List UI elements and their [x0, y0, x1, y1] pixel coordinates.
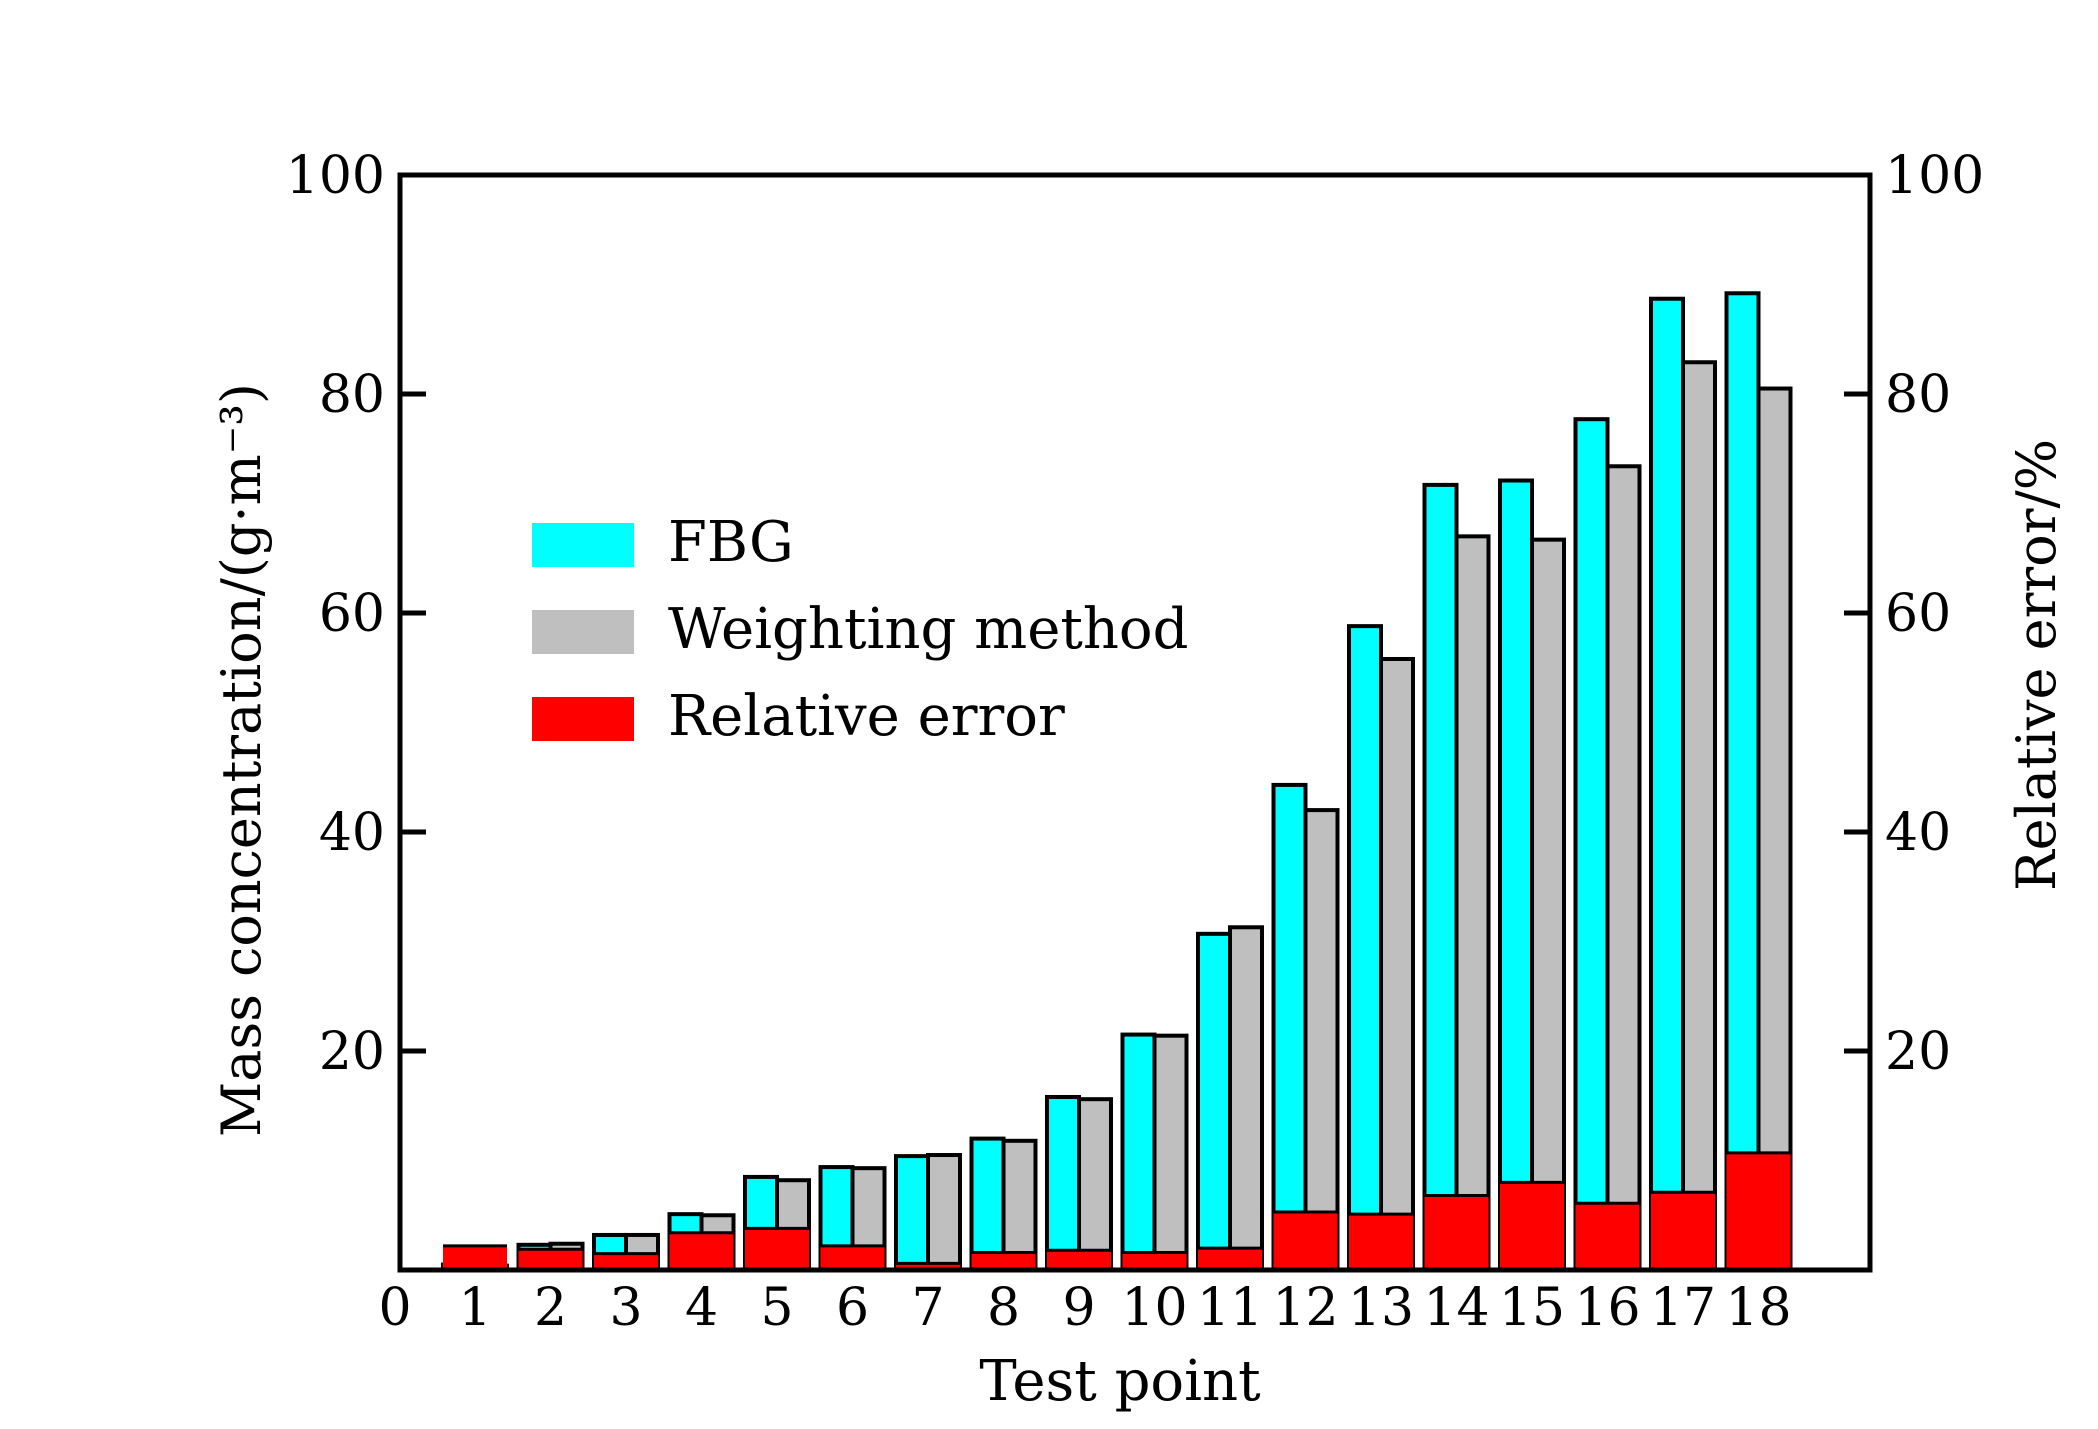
bar-weighting-7 — [926, 1153, 962, 1273]
bar-relative-error-10 — [1122, 1252, 1187, 1270]
bar-relative-error-1 — [443, 1245, 507, 1270]
bar-weighting-11 — [1228, 925, 1264, 1272]
bar-fbg-18 — [1724, 291, 1761, 1272]
bar-relative-error-5 — [745, 1228, 809, 1270]
bar-weighting-15 — [1530, 537, 1566, 1272]
x-tick-label-11: 11 — [1197, 1278, 1263, 1338]
x-tick-label-17: 17 — [1650, 1278, 1716, 1338]
plot-frame — [397, 172, 1873, 1273]
x-tick-label-13: 13 — [1348, 1278, 1414, 1338]
x-tick-label-9: 9 — [1062, 1278, 1095, 1338]
bar-relative-error-7 — [896, 1263, 960, 1270]
bar-relative-error-14 — [1424, 1195, 1489, 1270]
left-tick-label-80: 80 — [319, 365, 385, 425]
legend-label-1: Weighting method — [668, 597, 1188, 662]
bar-fbg-8 — [969, 1136, 1006, 1272]
bar-weighting-8 — [1001, 1138, 1038, 1273]
bar-fbg-13 — [1347, 624, 1383, 1272]
x-tick-label-18: 18 — [1725, 1278, 1791, 1338]
bar-fbg-7 — [894, 1154, 930, 1272]
bar-relative-error-16 — [1575, 1203, 1640, 1270]
right-tick-label-80: 80 — [1885, 365, 1951, 425]
bar-fbg-10 — [1120, 1032, 1157, 1272]
right-axis-tick-labels: 20 40 60 80 100 — [1885, 146, 1984, 1082]
bar-weighting-9 — [1077, 1097, 1113, 1273]
bar-fbg-17 — [1649, 296, 1685, 1272]
y-axis-title: Mass concentration/(g·m⁻³) — [210, 383, 273, 1137]
x-tick-label-15: 15 — [1499, 1278, 1565, 1338]
bar-fbg-9 — [1045, 1094, 1081, 1272]
axis-ticks — [400, 391, 1870, 1054]
bar-relative-error-12 — [1273, 1211, 1338, 1270]
bars — [441, 291, 1793, 1273]
x-tick-label-7: 7 — [911, 1278, 944, 1338]
left-axis-tick-labels: 20 40 60 80 100 — [286, 146, 385, 1082]
bar-weighting-17 — [1681, 360, 1717, 1272]
bar-fbg-11 — [1196, 931, 1232, 1273]
x-tick-label-6: 6 — [836, 1278, 869, 1338]
bar-weighting-18 — [1756, 386, 1793, 1272]
bar-fbg-15 — [1498, 478, 1534, 1272]
legend-label-2: Relative error — [668, 684, 1065, 749]
x-tick-label-5: 5 — [760, 1278, 793, 1338]
bar-relative-error-13 — [1349, 1214, 1413, 1270]
y2-axis-title: Relative error/% — [2005, 439, 2068, 891]
right-tick-label-40: 40 — [1885, 803, 1951, 863]
right-tick-label-20: 20 — [1885, 1022, 1951, 1082]
x-tick-label-16: 16 — [1574, 1278, 1640, 1338]
legend-swatch-1 — [532, 610, 634, 654]
bar-relative-error-4 — [669, 1232, 734, 1270]
x-tick-label-4: 4 — [685, 1278, 718, 1338]
bar-fbg-14 — [1422, 482, 1459, 1272]
x-axis-tick-labels: 1 2 3 4 5 6 7 8 9 10 11 12 13 14 15 16 17 18 — [458, 1278, 1791, 1338]
bar-relative-error-6 — [820, 1245, 885, 1270]
bar-weighting-12 — [1303, 808, 1340, 1272]
bar-weighting-16 — [1605, 464, 1642, 1272]
bar-relative-error-11 — [1198, 1248, 1262, 1270]
bar-relative-error-18 — [1726, 1152, 1791, 1270]
bar-relative-error-9 — [1047, 1250, 1111, 1270]
left-tick-label-100: 100 — [286, 146, 385, 206]
x-tick-label-10: 10 — [1121, 1278, 1187, 1338]
x-tick-label-3: 3 — [609, 1278, 642, 1338]
right-tick-label-60: 60 — [1885, 584, 1951, 644]
x-origin-label: 0 — [378, 1278, 411, 1338]
right-tick-label-100: 100 — [1885, 146, 1984, 206]
bar-weighting-14 — [1454, 534, 1491, 1272]
x-tick-label-14: 14 — [1423, 1278, 1489, 1338]
legend-swatch-2 — [532, 697, 634, 741]
x-tick-label-12: 12 — [1272, 1278, 1338, 1338]
left-tick-label-40: 40 — [319, 803, 385, 863]
x-tick-label-2: 2 — [534, 1278, 567, 1338]
bar-weighting-10 — [1152, 1033, 1189, 1273]
bar-relative-error-15 — [1500, 1182, 1564, 1270]
bar-relative-error-17 — [1651, 1192, 1715, 1270]
bar-weighting-13 — [1379, 656, 1415, 1272]
x-tick-label-8: 8 — [987, 1278, 1020, 1338]
bar-relative-error-2 — [518, 1249, 583, 1270]
left-tick-label-60: 60 — [319, 584, 385, 644]
bar-fbg-16 — [1573, 417, 1610, 1272]
x-axis-title: Test point — [979, 1349, 1261, 1414]
left-tick-label-20: 20 — [319, 1022, 385, 1082]
bar-relative-error-8 — [971, 1252, 1036, 1270]
legend: FBG Weighting method Relative error — [532, 510, 1188, 749]
bar-fbg-12 — [1271, 782, 1308, 1272]
bar-relative-error-3 — [594, 1253, 658, 1270]
legend-label-0: FBG — [668, 510, 794, 575]
legend-swatch-0 — [532, 523, 634, 567]
x-tick-label-1: 1 — [458, 1278, 491, 1338]
